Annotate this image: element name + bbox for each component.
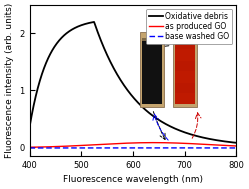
Line: as produced GO: as produced GO [30, 143, 236, 147]
Oxidative debris [122, 83, 125, 85]
base washed GO [131, 147, 134, 149]
base washed GO [184, 147, 187, 149]
as produced GO [81, 144, 84, 146]
Oxidative debris [81, 24, 84, 26]
as produced GO [152, 142, 155, 144]
Oxidative debris [166, 124, 169, 126]
base washed GO [64, 147, 67, 149]
Line: Oxidative debris: Oxidative debris [30, 22, 236, 143]
base washed GO [150, 147, 153, 149]
as produced GO [28, 146, 31, 148]
base washed GO [81, 147, 84, 149]
Oxidative debris [64, 33, 67, 35]
Oxidative debris [150, 114, 153, 116]
base washed GO [166, 147, 169, 149]
Text: NaOH: NaOH [156, 36, 182, 46]
Legend: Oxidative debris, as produced GO, base washed GO: Oxidative debris, as produced GO, base w… [146, 9, 232, 44]
Oxidative debris [184, 132, 187, 134]
as produced GO [184, 142, 187, 145]
Oxidative debris [93, 21, 96, 23]
Oxidative debris [28, 126, 31, 128]
X-axis label: Fluorescence wavelength (nm): Fluorescence wavelength (nm) [63, 175, 203, 184]
as produced GO [150, 142, 153, 144]
Y-axis label: Fluorescence intensity (arb. units): Fluorescence intensity (arb. units) [5, 3, 14, 158]
base washed GO [235, 147, 238, 149]
as produced GO [122, 142, 124, 144]
base washed GO [28, 147, 31, 149]
base washed GO [122, 147, 124, 149]
Oxidative debris [235, 142, 238, 144]
as produced GO [166, 142, 169, 144]
as produced GO [235, 145, 238, 147]
as produced GO [64, 145, 67, 147]
